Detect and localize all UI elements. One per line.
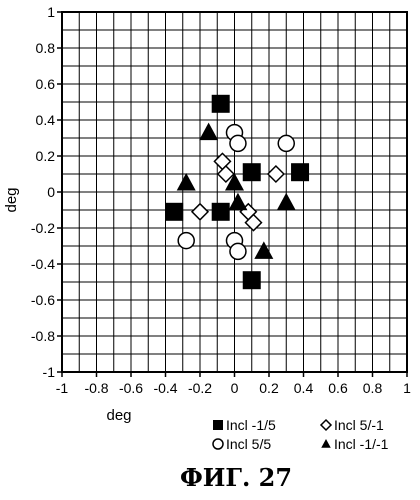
y-axis-label: deg (3, 187, 20, 212)
figure-caption: ФИГ. 27 (180, 463, 292, 492)
data-point-diamond (321, 420, 331, 430)
x-tick-label: -0.4 (153, 380, 177, 396)
data-point-square (243, 271, 261, 289)
data-point-circle (278, 135, 294, 151)
x-tick-label: 0.4 (294, 380, 314, 396)
y-tick-label: -1 (43, 364, 56, 380)
data-point-square (165, 203, 183, 221)
x-tick-label: -0.2 (188, 380, 212, 396)
x-axis-ticks: -1 -0.8 -0.6 -0.4 -0.2 0 0.2 0.4 0.6 0.8 1 (56, 372, 411, 396)
x-tick-label: 0.8 (363, 380, 383, 396)
grid (62, 12, 407, 372)
legend-label: Incl 5/5 (226, 436, 271, 452)
data-point-triangle (277, 193, 296, 211)
data-point-diamond (268, 166, 284, 182)
data-point-square (291, 163, 309, 181)
x-tick-label: 0.2 (259, 380, 279, 396)
data-point-triangle (321, 439, 331, 448)
y-tick-label: 1 (47, 4, 55, 20)
x-tick-label: -1 (56, 380, 69, 396)
y-tick-label: 0.8 (36, 40, 56, 56)
legend-label: Incl -1/5 (226, 417, 276, 433)
legend: Incl -1/5 Incl 5/-1 Incl 5/5 Incl -1/-1 (213, 417, 389, 452)
y-tick-label: -0.4 (31, 256, 55, 272)
data-point-triangle (199, 123, 218, 141)
x-tick-label: -0.6 (119, 380, 143, 396)
y-tick-label: 0.2 (36, 148, 56, 164)
x-axis-label: deg (106, 407, 131, 424)
data-point-triangle (177, 173, 196, 191)
data-point-circle (213, 439, 223, 449)
data-point-circle (230, 243, 246, 259)
data-point-square (212, 95, 230, 113)
x-tick-label: 0 (231, 380, 239, 396)
data-point-square (213, 420, 223, 430)
data-point-triangle (254, 241, 273, 259)
data-point-circle (230, 135, 246, 151)
y-tick-label: 0 (47, 184, 55, 200)
y-axis-ticks: -1 -0.8 -0.6 -0.4 -0.2 0 0.2 0.4 0.6 0.8 1 (31, 4, 62, 380)
y-tick-label: -0.6 (31, 292, 55, 308)
legend-label: Incl 5/-1 (334, 417, 384, 433)
y-tick-label: -0.8 (31, 328, 55, 344)
legend-label: Incl -1/-1 (334, 436, 389, 452)
data-point-square (243, 163, 261, 181)
y-tick-label: 0.4 (36, 112, 56, 128)
y-tick-label: 0.6 (36, 76, 56, 92)
data-point-circle (178, 233, 194, 249)
data-point-square (212, 203, 230, 221)
x-tick-label: 1 (403, 380, 411, 396)
y-tick-label: -0.2 (31, 220, 55, 236)
x-tick-label: -0.8 (84, 380, 108, 396)
data-point-diamond (192, 204, 208, 220)
x-tick-label: 0.6 (328, 380, 348, 396)
data-point-triangle (228, 193, 247, 211)
